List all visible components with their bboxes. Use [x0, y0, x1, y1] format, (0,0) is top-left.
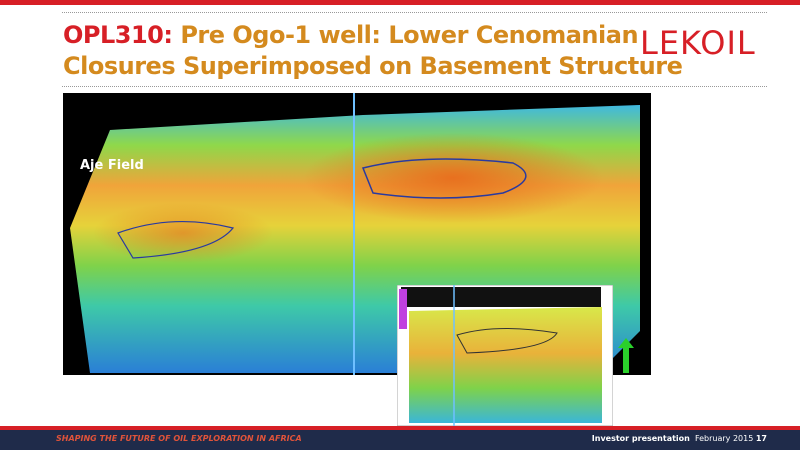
divider — [62, 86, 767, 87]
page-number: 17 — [755, 434, 767, 443]
slide-title: OPL310: Pre Ogo-1 well: Lower Cenomanian… — [63, 20, 683, 82]
footer-info: Investor presentation February 2015 17 — [592, 434, 767, 443]
inset-map — [397, 285, 613, 426]
footer-tagline: SHAPING THE FUTURE OF OIL EXPLORATION IN… — [56, 434, 302, 443]
title-line: Closures Superimposed on Basement Struct… — [63, 52, 683, 80]
footer-date: February 2015 — [694, 434, 754, 443]
divider — [62, 12, 767, 13]
title-prefix: OPL310: — [63, 21, 173, 49]
footer-stripe — [0, 426, 800, 430]
footer-presentation: Investor presentation — [591, 434, 690, 443]
footer: SHAPING THE FUTURE OF OIL EXPLORATION IN… — [0, 430, 800, 450]
logo: LEKOIL — [640, 24, 756, 62]
title-line: Pre Ogo-1 well: Lower Cenomanian — [180, 21, 639, 49]
top-bar — [0, 0, 800, 5]
map-label: Aje Field — [80, 158, 144, 173]
